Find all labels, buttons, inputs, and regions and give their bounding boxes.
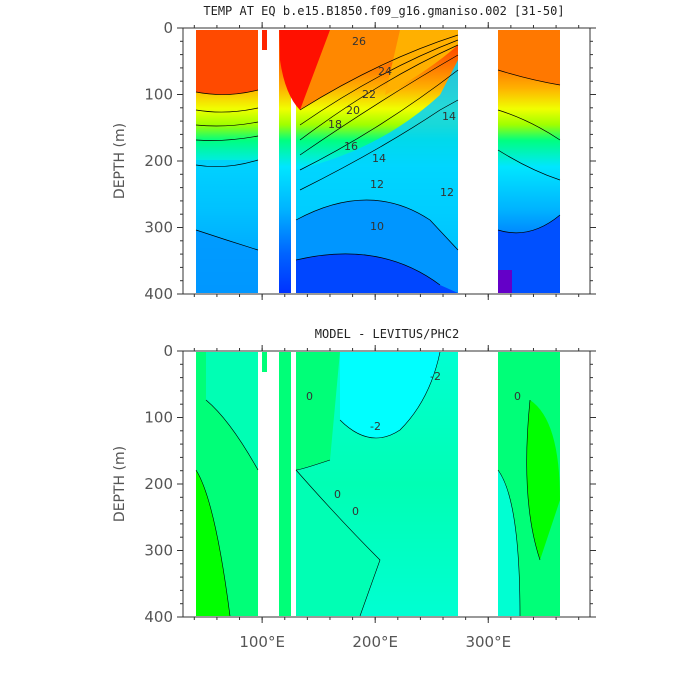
contour-label: 0 xyxy=(352,505,359,518)
field-region-strait xyxy=(279,30,291,293)
contour-label: 20 xyxy=(346,104,360,117)
difference-panel-title: MODEL - LEVITUS/PHC2 xyxy=(315,327,460,341)
y-tick-label: 400 xyxy=(144,285,173,303)
contour-line xyxy=(195,229,259,251)
field-abyss-pacific xyxy=(296,253,458,293)
temperature-panel-title: TEMP AT EQ b.e15.B1850.f09_g16.gmaniso.0… xyxy=(203,4,564,18)
x-tick-label: 300°E xyxy=(465,633,511,651)
x-tick-label: 200°E xyxy=(352,633,398,651)
contour-label: 26 xyxy=(352,35,366,48)
contour-label: -2 xyxy=(430,370,441,383)
y-tick-label: 200 xyxy=(144,475,173,493)
temperature-y-axis-label: DEPTH (m) xyxy=(112,123,128,199)
contour-label: 12 xyxy=(440,186,454,199)
contour-line xyxy=(195,469,231,617)
y-tick-label: 200 xyxy=(144,152,173,170)
difference-contours xyxy=(195,351,541,617)
contour-label: 0 xyxy=(306,390,313,403)
contour-line xyxy=(299,34,459,111)
contour-label: -2 xyxy=(370,420,381,433)
contour-label: 0 xyxy=(334,488,341,501)
difference-field xyxy=(196,352,560,616)
contour-line xyxy=(205,399,259,471)
contour-line xyxy=(299,54,459,156)
temperature-contours xyxy=(195,34,561,286)
contour-line xyxy=(497,469,521,617)
field-band-pacific xyxy=(296,352,340,470)
field-deep-east xyxy=(498,215,560,293)
contour-line xyxy=(299,44,459,141)
field-region-strait xyxy=(279,352,291,616)
contour-line xyxy=(526,399,541,561)
contour-line xyxy=(497,109,561,141)
contour-label: 0 xyxy=(514,390,521,403)
contour-line xyxy=(497,69,561,86)
contour-line xyxy=(299,39,459,126)
difference-y-axis-label: DEPTH (m) xyxy=(112,446,128,522)
difference-contour-labels: 0 -2 -2 0 0 0 xyxy=(306,370,521,518)
y-tick-label: 0 xyxy=(163,342,173,360)
contour-line xyxy=(195,89,259,95)
contour-line xyxy=(195,107,259,113)
field-patch-east xyxy=(526,400,560,560)
field-warm-east xyxy=(498,30,560,85)
field-band-west-light xyxy=(206,352,258,470)
contour-line xyxy=(195,159,259,167)
contour-label: 14 xyxy=(372,152,386,165)
y-tick-label: 100 xyxy=(144,86,173,104)
contour-line xyxy=(295,469,381,617)
field-negative-pacific xyxy=(340,352,440,438)
temperature-contour-labels: 26 24 22 20 18 16 14 14 12 12 10 xyxy=(328,35,456,233)
field-warm-pool-west xyxy=(196,30,258,95)
y-tick-label: 400 xyxy=(144,608,173,626)
temperature-panel: TEMP AT EQ b.e15.B1850.f09_g16.gmaniso.0… xyxy=(112,4,596,303)
temperature-axis: 0 100 200 300 400 xyxy=(144,19,596,303)
contour-label: 16 xyxy=(344,140,358,153)
y-tick-label: 0 xyxy=(163,19,173,37)
field-patch-a xyxy=(262,352,267,372)
field-patch-a xyxy=(262,30,267,50)
difference-axis: 0 100 200 300 400 100°E 200°E 300°E xyxy=(144,342,596,651)
contour-label: 22 xyxy=(362,88,376,101)
field-band-pacific-lower xyxy=(296,470,380,616)
y-tick-label: 300 xyxy=(144,219,173,237)
difference-panel: MODEL - LEVITUS/PHC2 0 -2 xyxy=(112,327,596,651)
temperature-field xyxy=(196,30,560,293)
contour-label: 10 xyxy=(370,220,384,233)
contour-line xyxy=(497,214,561,234)
contour-line xyxy=(295,459,331,471)
x-tick-label: 100°E xyxy=(239,633,285,651)
contour-label: 18 xyxy=(328,118,342,131)
field-deep-west xyxy=(196,230,258,293)
y-tick-label: 300 xyxy=(144,542,173,560)
contour-line xyxy=(295,199,459,251)
contour-label: 24 xyxy=(378,65,392,78)
contour-line xyxy=(299,99,459,191)
y-tick-label: 100 xyxy=(144,409,173,427)
field-abyss-east xyxy=(498,270,512,293)
contour-label: 12 xyxy=(370,178,384,191)
contour-line xyxy=(339,351,441,439)
contour-line xyxy=(295,253,441,286)
contour-line xyxy=(195,121,259,127)
contour-line xyxy=(299,69,459,171)
contour-line xyxy=(497,149,561,181)
contour-line xyxy=(195,135,259,141)
contour-label: 14 xyxy=(442,110,456,123)
